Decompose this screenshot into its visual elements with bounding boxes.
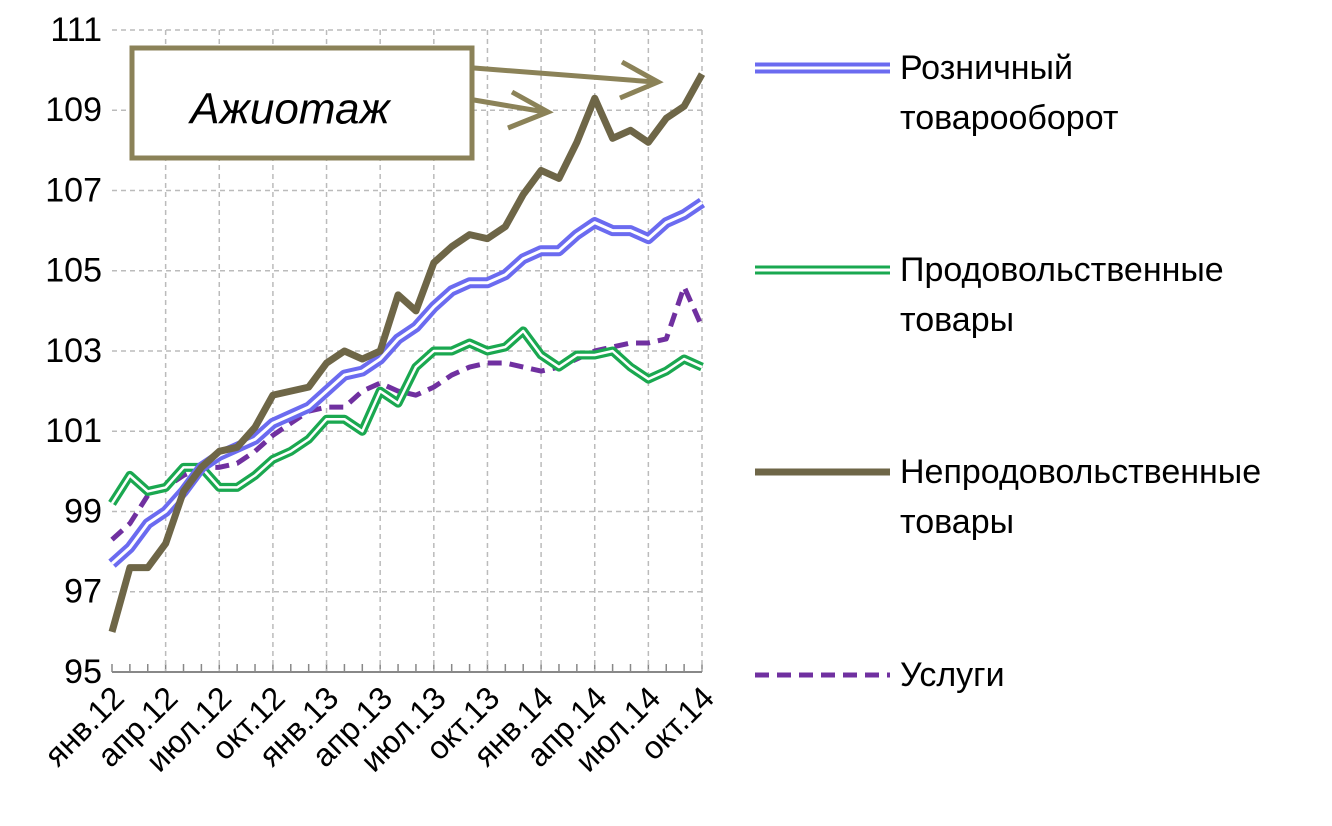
y-tick-label: 95 [64,653,102,691]
legend-label: Непродовольственные товары [900,453,1262,541]
y-tick-label: 101 [45,412,102,450]
y-tick-label: 99 [64,492,102,530]
series-line [108,72,706,633]
series-line-highlight [110,329,703,505]
y-tick-label: 107 [45,171,102,209]
y-tick-label: 103 [45,332,102,370]
annotation-arrows [473,59,664,131]
legend-label: Продовольственные товары [900,251,1224,339]
legend-label: Услуги [900,656,1005,694]
y-tick-label: 97 [64,573,102,611]
y-tick-label: 111 [50,11,102,49]
y-tick-label: 109 [45,91,102,129]
annotation-box [129,45,475,161]
y-tick-label: 105 [45,252,102,290]
annotation: Ажиотаж [187,85,391,134]
series-line [110,284,705,542]
legend-label: Розничный товарооборот [900,49,1119,137]
